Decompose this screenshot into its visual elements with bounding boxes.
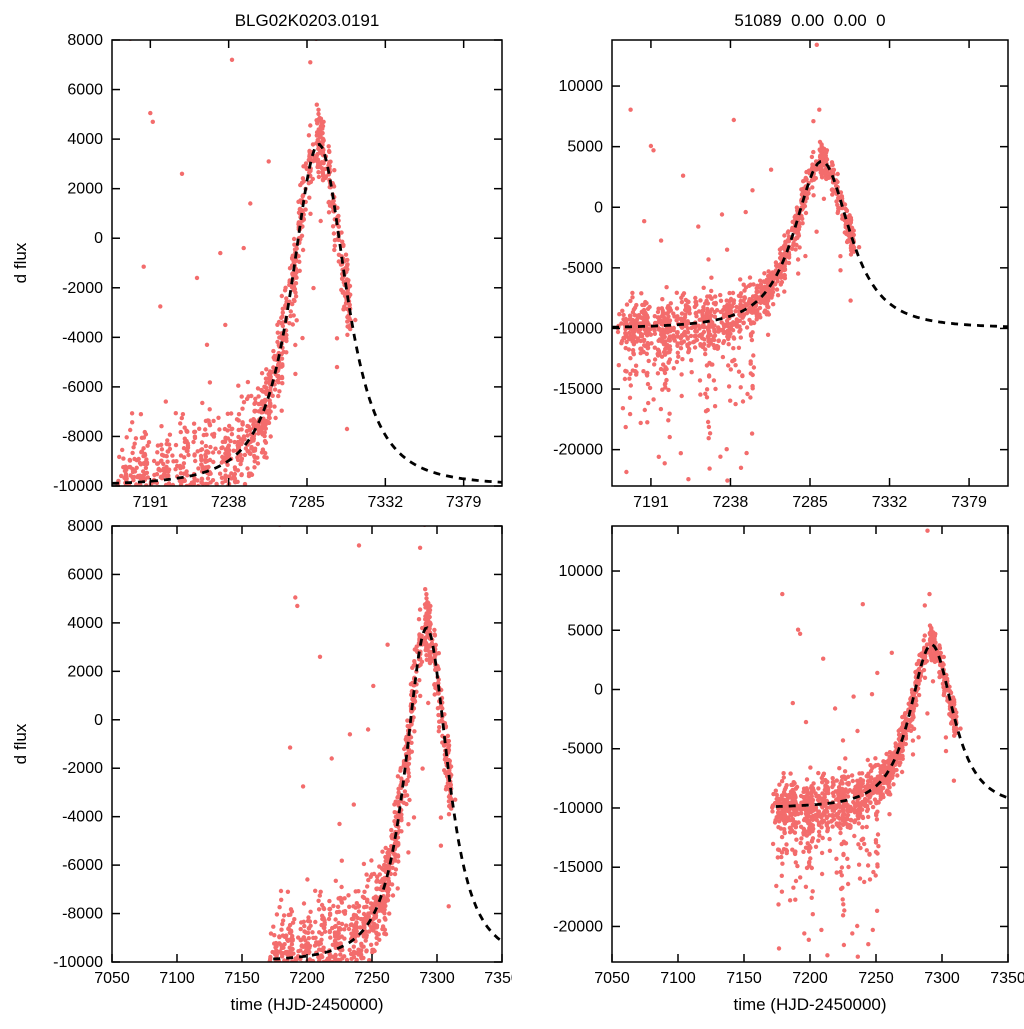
x-axis-label: time (HJD-2450000) [230,995,383,1014]
panel-top-right: 51089 0.00 0.00 0 7191 7238 7285 7332 7379 100… [512,0,1024,512]
y-tick-label: 8000 [67,32,103,49]
chart-top-left: BLG02K0203.0191 7191 7238 7285 7332 7379 8000 6… [0,0,512,512]
y-tick-label: -2000 [62,760,103,777]
x-axis-label: time (HJD-2450000) [733,995,886,1014]
y-tick-label: -15000 [553,381,603,398]
y-tick-label: 6000 [67,566,103,583]
scatter-points [616,43,862,483]
y-tick-label: 0 [594,682,603,699]
y-tick-label: 0 [94,230,103,247]
y-tick-label: -4000 [62,809,103,826]
y-tick-label: 8000 [67,518,103,535]
y-tick-label: -10000 [553,800,603,817]
x-tick-label: 7100 [660,970,696,987]
y-tick-label: 4000 [67,615,103,632]
x-tick-label: 7300 [419,970,455,987]
y-tick-label: 2000 [67,663,103,680]
plot-border [112,40,502,486]
x-tick-label: 7379 [951,494,987,511]
x-tick-label: 7379 [446,494,482,511]
x-tick-label: 7238 [211,494,247,511]
y-tick-label: 6000 [67,82,103,99]
y-tick-label: -10000 [553,320,603,337]
x-tick-label: 7200 [792,970,828,987]
y-tick-label: -10000 [53,478,103,495]
y-tick-label: -8000 [62,906,103,923]
x-tick-label: 7285 [289,494,325,511]
y-tick-label: -4000 [62,329,103,346]
x-tick-label: 7150 [726,970,762,987]
x-tick-label: 7285 [792,494,828,511]
x-tick-label: 7050 [94,970,130,987]
x-tick-label: 7238 [713,494,749,511]
x-tick-label: 7050 [594,970,630,987]
panel-bottom-left: 7050 7100 7150 7200 7250 7300 7350 8000 6000 4000… [0,512,512,1024]
x-tick-label: 7100 [159,970,195,987]
y-axis-label: d flux [11,723,30,764]
x-tick-label: 7332 [872,494,908,511]
chart-bottom-right: 7050 7100 7150 7200 7250 7300 7350 10000 5000 0 -5… [512,512,1024,1024]
y-tick-label: -2000 [62,280,103,297]
y-tick-label: 4000 [67,131,103,148]
x-tick-label: 7191 [133,494,169,511]
x-tick-label: 7250 [354,970,390,987]
y-tick-label: -6000 [62,857,103,874]
y-tick-label: -6000 [62,379,103,396]
x-tick-label: 7200 [289,970,325,987]
y-tick-label: 5000 [567,139,603,156]
y-tick-label: -10000 [53,954,103,971]
y-tick-label: 5000 [567,622,603,639]
fit-curve [112,144,502,483]
plot-border [612,40,1008,486]
chart-top-right: 51089 0.00 0.00 0 7191 7238 7285 7332 7379 100… [512,0,1024,512]
panel-title: BLG02K0203.0191 [235,11,380,30]
y-tick-label: 10000 [559,78,604,95]
y-tick-label: -8000 [62,428,103,445]
scatter-points [115,37,357,510]
panel-bottom-right: 7050 7100 7150 7200 7250 7300 7350 10000 5000 0 -5… [512,512,1024,1024]
x-tick-label: 7332 [368,494,404,511]
y-tick-label: 0 [94,712,103,729]
y-tick-label: 0 [594,199,603,216]
y-tick-label: -20000 [553,442,603,459]
x-tick-label: 7350 [484,970,512,987]
axis-ticks [112,40,502,486]
x-tick-label: 7250 [858,970,894,987]
x-tick-label: 7150 [224,970,260,987]
x-tick-label: 7191 [633,494,669,511]
y-tick-label: 10000 [559,563,604,580]
scatter-points [770,529,963,959]
chart-bottom-left: 7050 7100 7150 7200 7250 7300 7350 8000 6000 4000… [0,512,512,1024]
fit-curve [776,645,1008,807]
panel-top-left: BLG02K0203.0191 7191 7238 7285 7332 7379 8000 6… [0,0,512,512]
y-tick-label: -5000 [562,741,603,758]
scatter-points [268,523,458,986]
y-tick-label: -20000 [553,918,603,935]
x-tick-label: 7300 [924,970,960,987]
y-tick-label: 2000 [67,181,103,198]
y-tick-label: -5000 [562,260,603,277]
y-tick-label: -15000 [553,859,603,876]
x-tick-label: 7350 [990,970,1024,987]
y-axis-label: d flux [11,242,30,283]
fit-curve [273,628,501,959]
axis-ticks [612,40,1008,486]
panel-title: 51089 0.00 0.00 0 [734,11,885,30]
